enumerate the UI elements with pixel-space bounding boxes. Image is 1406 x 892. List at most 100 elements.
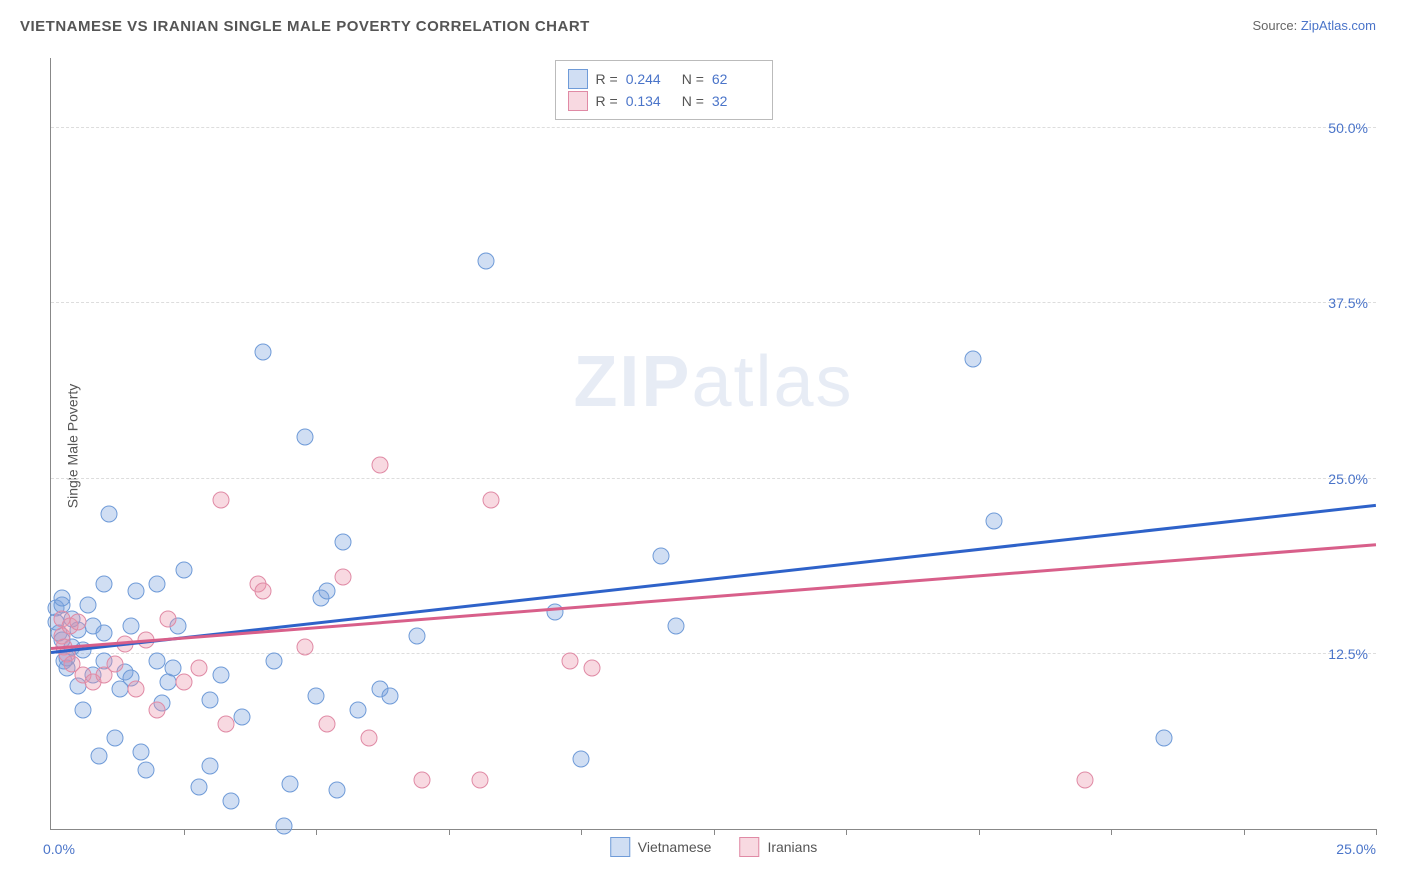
scatter-point xyxy=(986,512,1003,529)
scatter-point xyxy=(318,715,335,732)
scatter-point xyxy=(668,617,685,634)
source-label: Source: xyxy=(1252,18,1300,33)
scatter-point xyxy=(122,617,139,634)
x-tick-mark xyxy=(714,829,715,835)
scatter-point xyxy=(90,748,107,765)
x-tick-mark xyxy=(1111,829,1112,835)
scatter-chart: ZIPatlas 12.5%25.0%37.5%50.0%0.0%25.0%R … xyxy=(50,58,1376,830)
scatter-point xyxy=(329,781,346,798)
scatter-point xyxy=(414,771,431,788)
scatter-point xyxy=(265,652,282,669)
scatter-point xyxy=(96,624,113,641)
scatter-point xyxy=(133,743,150,760)
scatter-point xyxy=(334,568,351,585)
scatter-point xyxy=(255,344,272,361)
x-tick-mark xyxy=(846,829,847,835)
legend-item: Iranians xyxy=(739,837,817,857)
trend-line xyxy=(51,543,1376,649)
series-legend: Vietnamese Iranians xyxy=(610,837,818,857)
gridline xyxy=(51,478,1376,479)
scatter-point xyxy=(965,351,982,368)
scatter-point xyxy=(281,776,298,793)
scatter-point xyxy=(408,627,425,644)
scatter-point xyxy=(1076,771,1093,788)
scatter-point xyxy=(573,750,590,767)
legend-label: Iranians xyxy=(767,839,817,855)
n-label: N = xyxy=(682,93,704,109)
scatter-point xyxy=(138,762,155,779)
scatter-point xyxy=(233,708,250,725)
legend-swatch xyxy=(568,91,588,111)
scatter-point xyxy=(74,701,91,718)
scatter-point xyxy=(318,582,335,599)
n-label: N = xyxy=(682,71,704,87)
legend-swatch xyxy=(610,837,630,857)
n-value: 32 xyxy=(712,93,760,109)
watermark-text-b: atlas xyxy=(691,342,853,422)
scatter-point xyxy=(127,680,144,697)
y-tick-label: 50.0% xyxy=(1328,120,1368,136)
legend-row: R = 0.134 N = 32 xyxy=(568,91,760,111)
legend-swatch xyxy=(568,69,588,89)
scatter-point xyxy=(202,757,219,774)
watermark-text-a: ZIP xyxy=(573,342,691,422)
legend-item: Vietnamese xyxy=(610,837,712,857)
scatter-point xyxy=(546,603,563,620)
scatter-point xyxy=(297,428,314,445)
scatter-point xyxy=(191,778,208,795)
scatter-point xyxy=(361,729,378,746)
scatter-point xyxy=(106,729,123,746)
scatter-point xyxy=(53,589,70,606)
source-attribution: Source: ZipAtlas.com xyxy=(1252,18,1376,33)
scatter-point xyxy=(652,547,669,564)
x-tick-mark xyxy=(1244,829,1245,835)
gridline xyxy=(51,653,1376,654)
r-label: R = xyxy=(596,71,618,87)
x-tick-mark xyxy=(581,829,582,835)
scatter-point xyxy=(255,582,272,599)
scatter-point xyxy=(1156,729,1173,746)
scatter-point xyxy=(175,561,192,578)
gridline xyxy=(51,127,1376,128)
y-tick-label: 12.5% xyxy=(1328,646,1368,662)
scatter-point xyxy=(149,575,166,592)
legend-row: R =0.244N =62 xyxy=(568,69,760,89)
r-value: 0.134 xyxy=(626,93,674,109)
scatter-point xyxy=(101,505,118,522)
scatter-point xyxy=(297,638,314,655)
gridline xyxy=(51,302,1376,303)
scatter-point xyxy=(212,666,229,683)
scatter-point xyxy=(350,701,367,718)
y-tick-label: 37.5% xyxy=(1328,295,1368,311)
x-tick-mark xyxy=(316,829,317,835)
scatter-point xyxy=(159,610,176,627)
scatter-point xyxy=(276,818,293,835)
y-tick-label: 25.0% xyxy=(1328,471,1368,487)
legend-label: Vietnamese xyxy=(638,839,712,855)
scatter-point xyxy=(106,655,123,672)
x-origin-label: 0.0% xyxy=(43,841,75,857)
x-tick-mark xyxy=(449,829,450,835)
scatter-point xyxy=(217,715,234,732)
x-tick-mark xyxy=(979,829,980,835)
scatter-point xyxy=(80,596,97,613)
x-tick-mark xyxy=(184,829,185,835)
scatter-point xyxy=(149,701,166,718)
scatter-point xyxy=(308,687,325,704)
n-value: 62 xyxy=(712,71,760,87)
chart-title: VIETNAMESE VS IRANIAN SINGLE MALE POVERT… xyxy=(20,18,590,35)
scatter-point xyxy=(482,491,499,508)
scatter-point xyxy=(371,456,388,473)
scatter-point xyxy=(472,771,489,788)
scatter-point xyxy=(382,687,399,704)
source-value: ZipAtlas.com xyxy=(1301,18,1376,33)
scatter-point xyxy=(583,659,600,676)
scatter-point xyxy=(149,652,166,669)
r-label: R = xyxy=(596,93,618,109)
scatter-point xyxy=(127,582,144,599)
scatter-point xyxy=(191,659,208,676)
scatter-point xyxy=(562,652,579,669)
x-tick-mark xyxy=(1376,829,1377,835)
scatter-point xyxy=(477,253,494,270)
scatter-point xyxy=(175,673,192,690)
